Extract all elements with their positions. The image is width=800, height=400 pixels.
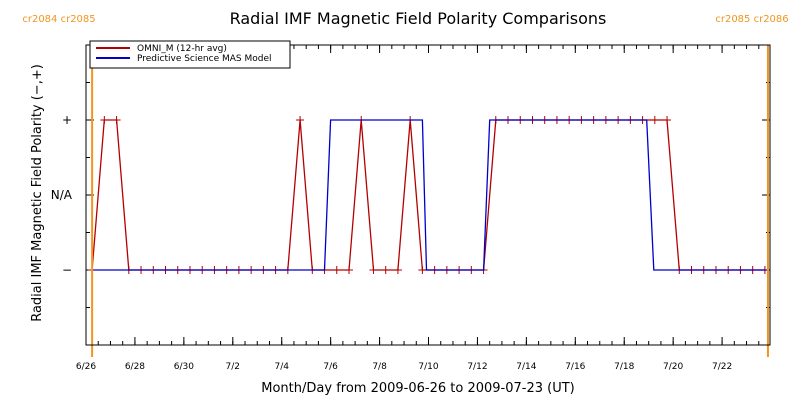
data-point [296,116,305,124]
x-axis-label: Month/Day from 2009-06-26 to 2009-07-23 … [261,381,574,396]
x-tick-label: 7/12 [467,362,487,372]
legend-label-omni: OMNI_M (12-hr avg) [137,44,227,54]
y-tick-label: + [62,113,72,127]
data-point [112,116,121,124]
y-tick-label: − [62,263,72,277]
x-tick-label: 7/14 [516,362,536,372]
x-tick-labels: 6/26 6/28 6/30 7/2 7/4 7/6 7/8 7/10 7/12 7/14 7/16… [76,362,732,372]
legend-label-mas: Predictive Science MAS Model [137,54,272,64]
y-tick-label: N/A [51,188,73,202]
data-point [344,266,353,274]
x-tick-label: 7/2 [226,362,240,372]
legend-box [89,40,291,69]
x-tick-label: 6/28 [125,362,145,372]
x-tick-label: 7/6 [323,362,338,372]
legend: OMNI_M (12-hr avg) Predictive Science MA… [89,40,291,69]
series-layer [88,116,769,274]
carrington-label: cr2085 cr2086 [715,14,788,25]
x-tick-label: 7/8 [372,362,387,372]
data-point [418,266,427,274]
plot-frame [85,44,771,346]
x-tick-label: 7/4 [274,362,289,372]
data-point [663,116,672,124]
x-tick-label: 6/26 [76,362,96,372]
chart-title: Radial IMF Magnetic Field Polarity Compa… [230,9,607,28]
carrington-label: cr2084 cr2085 [22,14,95,25]
carrington-marker-lines [91,45,769,357]
x-tick-label: 6/30 [174,362,194,372]
x-tick-label: 7/20 [663,362,683,372]
x-tick-label: 7/10 [418,362,438,372]
x-tick-label: 7/16 [565,362,585,372]
data-point [650,116,659,124]
carrington-rotation-labels: cr2084 cr2085 cr2085 cr2086 [22,14,788,25]
y-tick-labels: − N/A + [51,113,73,277]
x-tick-label: 7/18 [614,362,634,372]
series-line-1 [92,119,768,271]
data-point [100,116,109,124]
x-tick-label: 7/22 [712,362,732,372]
data-point [393,266,402,274]
data-point [381,266,390,274]
data-point [332,266,341,274]
y-axis-label: Radial IMF Magnetic Field Polarity (−,+) [30,64,45,322]
data-point [369,266,378,274]
